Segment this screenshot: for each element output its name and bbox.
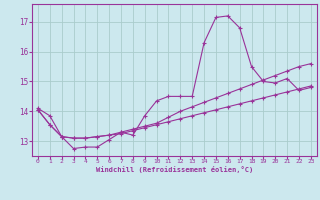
- X-axis label: Windchill (Refroidissement éolien,°C): Windchill (Refroidissement éolien,°C): [96, 166, 253, 173]
